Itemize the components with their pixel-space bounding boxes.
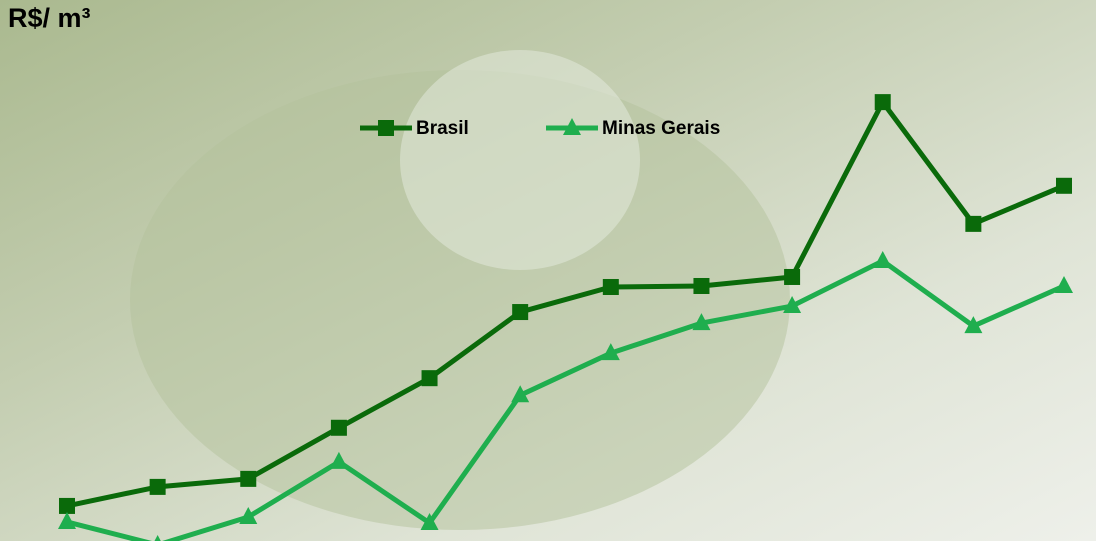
series-line <box>66 258 1066 541</box>
marker <box>59 497 75 514</box>
marker <box>783 296 802 314</box>
legend-label: Brasil <box>416 118 469 139</box>
marker <box>563 118 581 135</box>
marker <box>420 512 439 530</box>
legend: Brasil Minas Gerais <box>360 118 720 139</box>
marker <box>154 535 161 541</box>
marker <box>58 511 76 529</box>
marker <box>330 419 347 436</box>
marker <box>1055 275 1073 293</box>
marker <box>329 451 348 469</box>
marker <box>874 94 891 111</box>
marker <box>512 304 529 321</box>
marker <box>692 313 711 331</box>
marker <box>601 343 620 361</box>
marker <box>873 250 892 268</box>
marker <box>511 385 530 403</box>
marker <box>693 277 710 294</box>
marker <box>149 478 166 495</box>
series-line <box>66 99 1065 509</box>
marker <box>239 506 258 524</box>
background-shape <box>400 50 640 270</box>
marker <box>965 215 982 232</box>
marker <box>240 470 257 487</box>
marker <box>784 268 801 285</box>
marker <box>964 316 983 334</box>
marker <box>421 370 438 387</box>
plot-area <box>58 94 1073 541</box>
chart-title: R$/ m³ <box>8 3 91 33</box>
marker <box>602 278 619 295</box>
marker <box>1056 177 1072 194</box>
marker <box>378 120 394 136</box>
legend-label: Minas Gerais <box>602 118 720 139</box>
